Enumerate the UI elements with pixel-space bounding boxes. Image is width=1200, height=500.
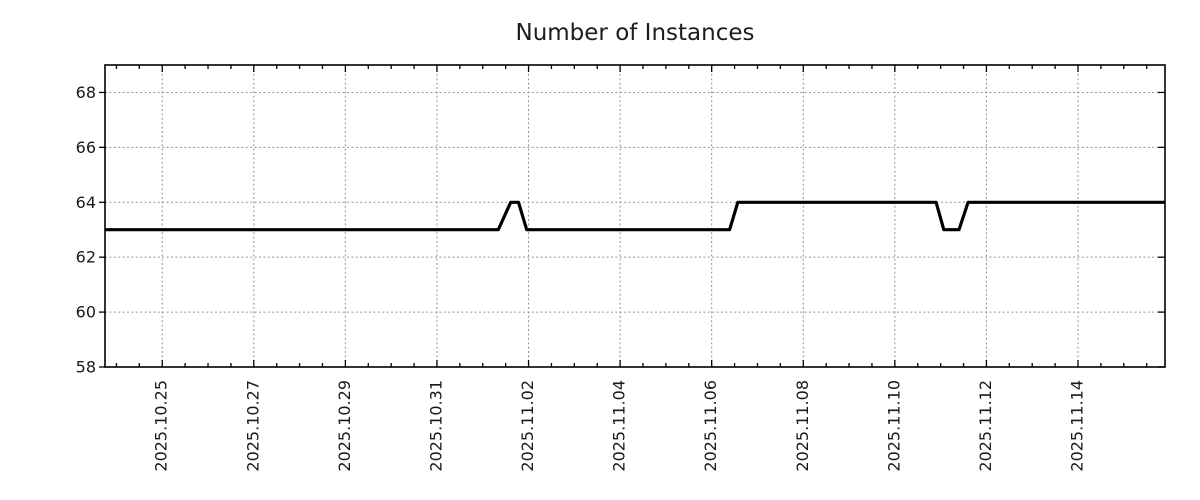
y-tick-label: 64 bbox=[76, 193, 96, 212]
x-tick-label: 2025.11.12 bbox=[976, 380, 995, 472]
x-tick-label: 2025.10.29 bbox=[335, 380, 354, 472]
x-tick-label: 2025.10.27 bbox=[243, 380, 262, 472]
series-line-instances bbox=[105, 200, 1165, 232]
x-tick-label: 2025.10.31 bbox=[426, 380, 445, 472]
chart-title: Number of Instances bbox=[516, 20, 755, 46]
axis-labels-layer: 2025.10.25 2025.10.27 2025.10.29 2025.10.31… bbox=[76, 83, 1087, 472]
y-tick-label: 66 bbox=[76, 138, 96, 157]
y-tick-label: 62 bbox=[76, 248, 96, 267]
series-layer bbox=[105, 200, 1165, 232]
plot-border bbox=[104, 64, 1166, 368]
grid-layer bbox=[105, 65, 1165, 367]
x-tick-label: 2025.11.02 bbox=[518, 380, 537, 472]
tick-marks-layer bbox=[99, 65, 1165, 368]
x-tick-label: 2025.11.06 bbox=[701, 380, 720, 472]
y-tick-label: 58 bbox=[76, 358, 96, 377]
x-tick-label: 2025.10.25 bbox=[152, 380, 171, 472]
x-tick-label: 2025.11.14 bbox=[1068, 380, 1087, 472]
x-tick-label: 2025.11.10 bbox=[884, 380, 903, 472]
y-tick-label: 68 bbox=[76, 83, 96, 102]
x-tick-label: 2025.11.08 bbox=[793, 380, 812, 472]
x-tick-label: 2025.11.04 bbox=[610, 380, 629, 472]
y-tick-label: 60 bbox=[76, 303, 96, 322]
